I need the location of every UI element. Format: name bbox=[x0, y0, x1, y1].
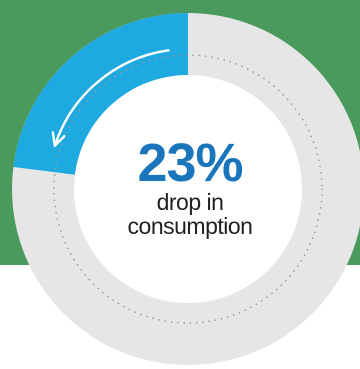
dotted-ring bbox=[53, 54, 323, 324]
arrow-curve bbox=[53, 49, 170, 147]
arrow-head bbox=[51, 131, 66, 147]
donut-hole bbox=[74, 75, 302, 303]
